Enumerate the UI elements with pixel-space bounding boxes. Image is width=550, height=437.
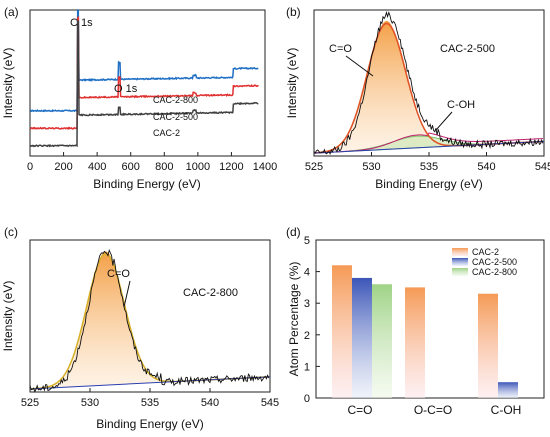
panel-a-xtick-label: 0 xyxy=(27,161,33,173)
bar-cac-2-800-0 xyxy=(372,284,392,398)
panel-c-ylabel: Intensity (eV) xyxy=(1,281,15,352)
series-label-cac-2-500: CAC-2-500 xyxy=(153,112,198,122)
legend-swatch-cac-2-500 xyxy=(452,258,468,266)
panel-d-frame xyxy=(315,239,545,399)
panel-c: 525 530 535 540 545 Binding Energy (eV) Inte… xyxy=(1,239,279,431)
xtick-label: 530 xyxy=(362,161,380,173)
series-line-cac-2 xyxy=(29,20,259,148)
panel-label-d: (d) xyxy=(286,225,301,239)
xtick-label: 540 xyxy=(201,397,219,409)
panel-a: 0 200 400 600 800 1000 1200 1400 Binding Energy… xyxy=(1,8,277,191)
panel-d-ytick-label: 3 xyxy=(304,298,310,310)
fit-envelope xyxy=(29,253,269,390)
panel-a-xlabel: Binding Energy (eV) xyxy=(93,177,200,191)
legend-label-cac-2-800: CAC-2-800 xyxy=(472,267,517,277)
panel-d-ytick-label: 4 xyxy=(304,267,310,279)
arrow-b-coh xyxy=(435,111,453,131)
xtick-label: 525 xyxy=(21,397,39,409)
xtick-label: 535 xyxy=(420,161,438,173)
peak-fill-co xyxy=(30,251,270,389)
raw-data-line xyxy=(29,248,270,393)
bar-cac-2-500-0 xyxy=(352,277,372,398)
series-line-cac-2-800 xyxy=(29,8,259,113)
panel-c-sample: CAC-2-800 xyxy=(183,287,238,299)
arrow-c-co xyxy=(123,280,131,308)
xtick-label: 535 xyxy=(141,397,159,409)
panel-a-xtick-label: 800 xyxy=(155,161,173,173)
legend-label-cac-2-500: CAC-2-500 xyxy=(472,257,517,267)
panel-b: 525 530 535 540 545 Binding Energy (eV) Inte… xyxy=(285,9,550,191)
legend-label-cac-2: CAC-2 xyxy=(472,247,499,257)
bar-cac-2-0 xyxy=(332,265,352,398)
legend-swatch-cac-2 xyxy=(452,248,468,256)
panel-a-xtick-label: 1000 xyxy=(186,161,210,173)
panel-d-category-label: C-OH xyxy=(491,403,522,417)
panel-d-ylabel: Atom Percentage (%) xyxy=(287,262,301,377)
annotation-c1s: C 1s xyxy=(70,17,93,29)
panel-d-ytick-label: 0 xyxy=(304,393,310,405)
panel-d-ytick-label: 2 xyxy=(304,330,310,342)
panel-c-frame xyxy=(29,239,271,393)
panel-label-c: (c) xyxy=(4,225,18,239)
baseline xyxy=(313,140,545,154)
xtick-label: 545 xyxy=(535,161,550,173)
panel-a-frame xyxy=(29,9,266,157)
panel-a-ylabel: Intensity (eV) xyxy=(1,48,15,119)
panel-a-xtick-label: 1400 xyxy=(253,161,277,173)
bar-cac-2-2 xyxy=(478,293,498,398)
panel-a-xtick-label: 200 xyxy=(54,161,72,173)
bar-cac-2-500-2 xyxy=(498,382,518,398)
panel-c-xlabel: Binding Energy (eV) xyxy=(96,417,203,431)
panel-d-ytick-label: 5 xyxy=(304,235,310,247)
legend-swatch-cac-2-800 xyxy=(452,268,468,276)
annotation-c-co: C=O xyxy=(107,268,130,280)
panel-d-ytick-label: 1 xyxy=(304,361,310,373)
panel-a-xtick-label: 1200 xyxy=(219,161,243,173)
series-label-cac-2-800: CAC-2-800 xyxy=(153,95,198,105)
arrow-b-co xyxy=(345,55,374,77)
panel-label-b: (b) xyxy=(286,5,301,19)
peak-fill-co xyxy=(314,20,544,154)
panel-d: 0 1 2 3 4 5 C=O O-C=O C-OH CAC-2CAC-2-500CAC-2-8… xyxy=(287,235,545,417)
annotation-b-co: C=O xyxy=(329,43,352,55)
series-label-cac-2: CAC-2 xyxy=(153,128,180,138)
series-line-cac-2-500 xyxy=(29,16,259,131)
annotation-o1s: O 1s xyxy=(114,83,138,95)
panel-d-category-label: O-C=O xyxy=(414,403,452,417)
bar-cac-2-1 xyxy=(405,287,425,398)
xtick-label: 530 xyxy=(81,397,99,409)
panel-b-xlabel: Binding Energy (eV) xyxy=(375,177,482,191)
panel-a-xtick-label: 400 xyxy=(88,161,106,173)
annotation-b-coh: C-OH xyxy=(447,99,475,111)
xtick-label: 525 xyxy=(305,161,323,173)
panel-b-ylabel: Intensity (eV) xyxy=(285,48,299,119)
raw-data-line xyxy=(313,10,544,155)
panel-label-a: (a) xyxy=(4,5,19,19)
panel-b-sample: CAC-2-500 xyxy=(440,43,495,55)
panel-d-category-label: C=O xyxy=(347,403,372,417)
xtick-label: 540 xyxy=(477,161,495,173)
panel-a-xtick-label: 600 xyxy=(122,161,140,173)
xtick-label: 545 xyxy=(261,397,279,409)
